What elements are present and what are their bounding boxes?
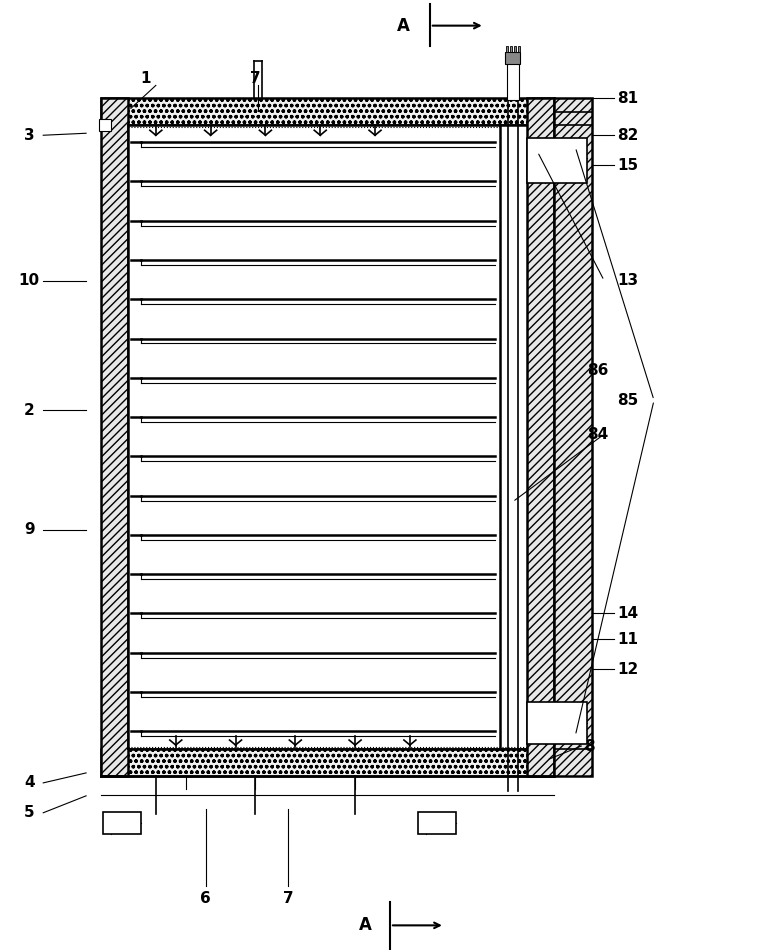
Text: 3: 3 (24, 128, 34, 143)
Bar (509, 46, 512, 51)
Bar (103, 812, 141, 834)
Bar (101, 749, 555, 776)
Bar (513, 46, 516, 51)
Bar (101, 98, 555, 126)
Text: 85: 85 (617, 393, 638, 407)
Bar (101, 98, 128, 776)
Text: 4: 4 (24, 775, 34, 790)
Text: 9: 9 (24, 523, 34, 537)
Text: 12: 12 (617, 662, 638, 677)
Text: 7: 7 (250, 71, 260, 86)
Bar (418, 812, 456, 834)
Bar (499, 126, 528, 749)
Text: 5: 5 (24, 805, 34, 821)
Bar (528, 98, 555, 776)
Text: 86: 86 (588, 363, 609, 378)
Bar (506, 46, 508, 51)
Text: 6: 6 (200, 891, 211, 906)
Text: 15: 15 (617, 158, 638, 172)
Text: A: A (397, 16, 410, 34)
Text: 7: 7 (283, 891, 293, 906)
Text: A: A (359, 917, 372, 934)
Bar (528, 703, 588, 744)
Bar (555, 98, 592, 776)
Text: 81: 81 (617, 90, 638, 106)
Text: 8: 8 (584, 739, 595, 754)
Bar (518, 46, 519, 51)
Text: 84: 84 (588, 426, 608, 442)
Text: 10: 10 (18, 273, 40, 288)
Text: 2: 2 (24, 403, 34, 418)
Bar (99, 119, 111, 131)
Bar (528, 138, 588, 183)
Text: 82: 82 (617, 128, 639, 143)
Text: 11: 11 (617, 632, 638, 647)
Text: 13: 13 (617, 273, 638, 288)
Text: 1: 1 (141, 71, 151, 86)
Bar (506, 58, 519, 100)
Bar (505, 51, 521, 64)
Text: 14: 14 (617, 606, 638, 621)
